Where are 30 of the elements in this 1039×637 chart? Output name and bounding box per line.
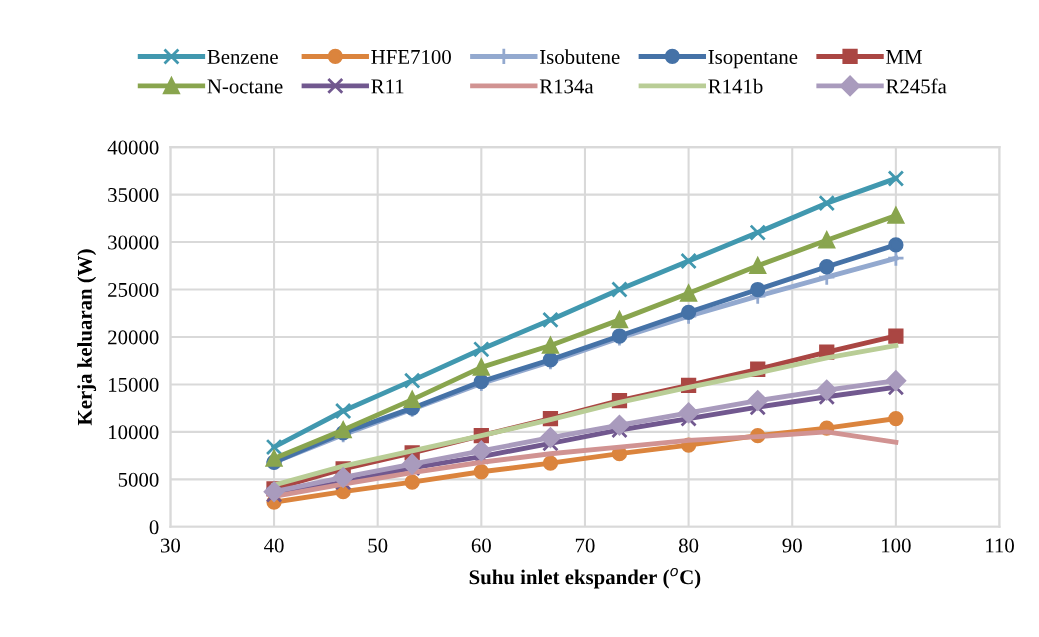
y-tick-label: 35000: [108, 187, 159, 203]
y-tick-label: 0: [149, 520, 159, 535]
legend-label: MM: [886, 50, 922, 64]
x-tick-label: 90: [782, 538, 802, 553]
y-tick-label: 25000: [108, 282, 159, 297]
legend-label: R141b: [708, 78, 763, 94]
legend-label: Isopentane: [708, 50, 798, 69]
y-tick-label: 10000: [109, 425, 159, 440]
x-tick-label: 110: [986, 538, 1014, 553]
y-axis-title: Kerja keluaran (W): [77, 249, 97, 426]
y-tick-label: 30000: [108, 235, 159, 250]
legend-label: R134a: [539, 79, 594, 94]
y-tick-label: 20000: [108, 330, 159, 345]
x-tick-label: 100: [882, 538, 911, 553]
legend-label: R245fa: [886, 78, 947, 94]
y-tick-label: 40000: [107, 140, 159, 155]
x-tick-label: 30: [160, 538, 181, 553]
y-tick-label: 5000: [118, 472, 159, 487]
y-tick-label: 15000: [109, 377, 159, 392]
x-tick-label: 70: [575, 538, 595, 553]
legend-label: R11: [371, 79, 404, 94]
legend-label: Isobutene: [539, 49, 620, 64]
x-tick-label: 50: [368, 538, 388, 553]
legend-label: HFE7100: [371, 49, 451, 64]
x-axis-title: Suhu inlet ekspander ($^{o}$C): [469, 567, 701, 589]
x-tick-label: 40: [264, 538, 284, 553]
x-tick-label: 80: [678, 538, 699, 553]
legend-label: N-octane: [207, 79, 283, 94]
legend-label: Benzene: [207, 50, 278, 64]
x-tick-label: 60: [471, 538, 491, 553]
